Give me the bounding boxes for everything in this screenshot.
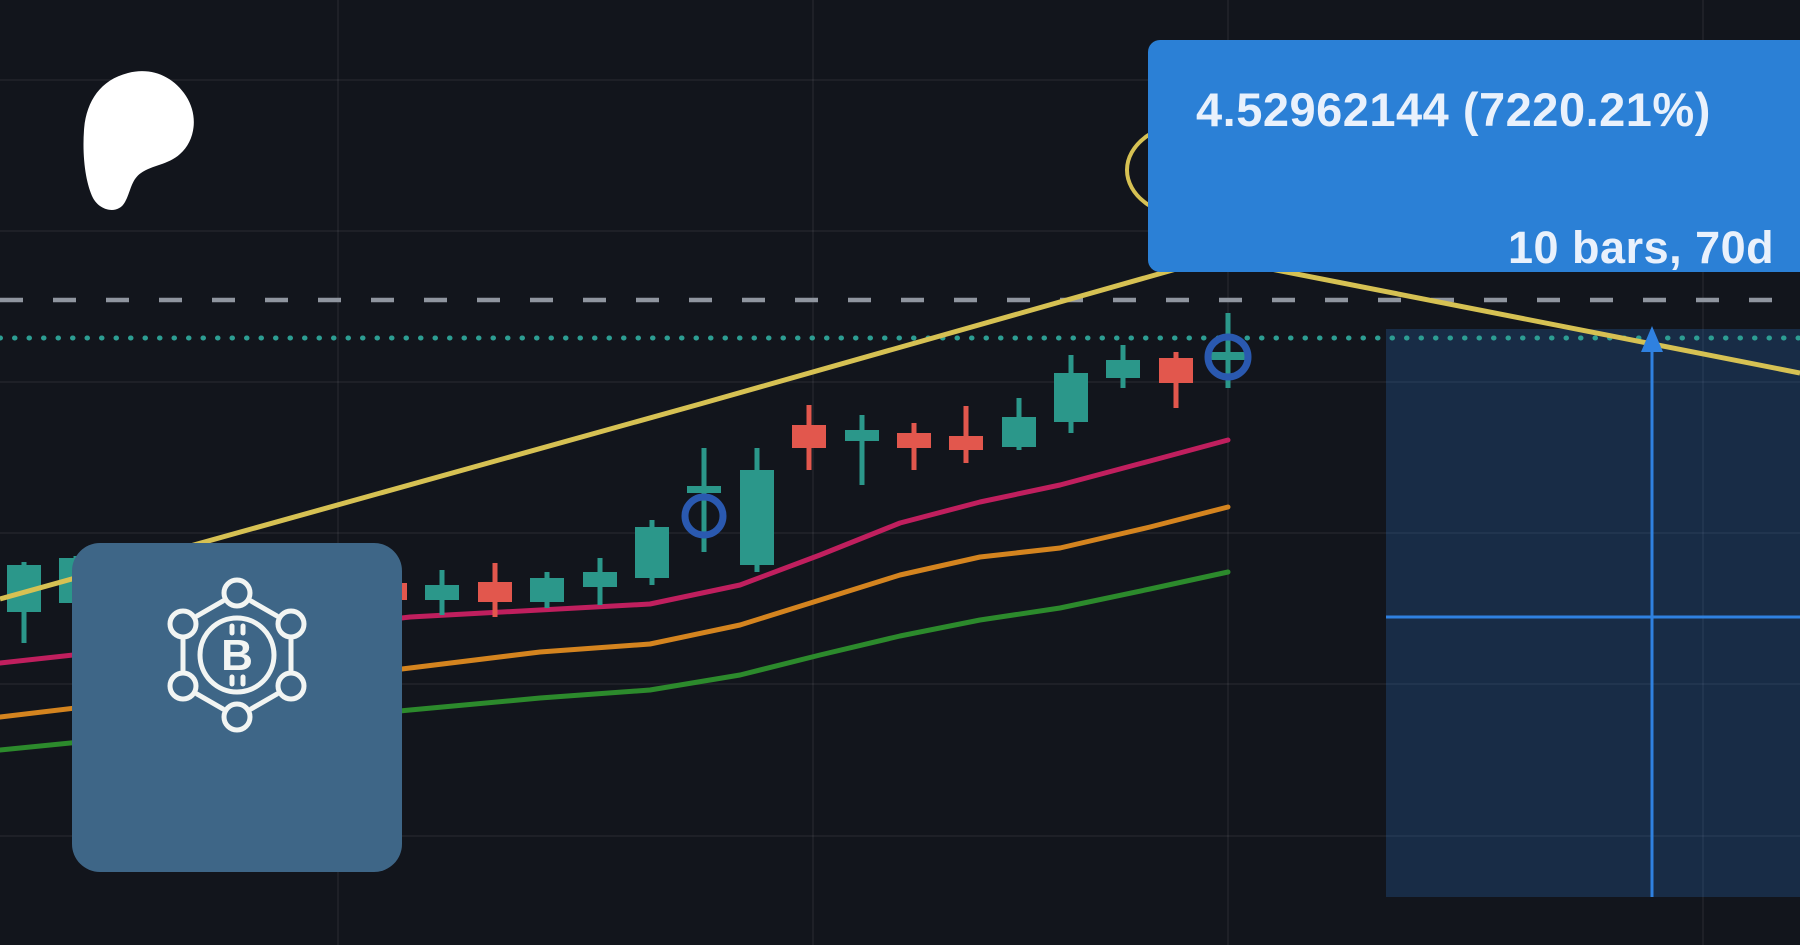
trend-line[interactable] (0, 255, 1800, 602)
candle-body (1106, 360, 1140, 378)
candle-body (1211, 352, 1245, 360)
measure-range: 10 bars, 70d (1508, 222, 1775, 273)
crypto-class-badge: B Crypto Class (72, 543, 402, 872)
signal-ring-marker (681, 493, 727, 539)
candle-body (897, 433, 931, 448)
candle-body (687, 486, 721, 493)
candle-body (949, 436, 983, 450)
measure-arrow-up-icon (1641, 326, 1663, 352)
patreon-logo-icon (83, 71, 194, 210)
candle-body (1054, 373, 1088, 422)
candle-body (583, 572, 617, 587)
candle-body (845, 430, 879, 441)
candle-body (478, 582, 512, 602)
candle-body (1159, 358, 1193, 383)
candle-body (1002, 417, 1036, 447)
bitcoin-network-icon: B (167, 577, 307, 733)
candle-body (530, 578, 564, 602)
measure-value: 4.52962144 (7220.21%) (1196, 83, 1711, 136)
candle-body (635, 527, 669, 578)
measure-tooltip[interactable]: 4.52962144 (7220.21%) 10 bars, 70d (1148, 40, 1800, 273)
candle-body (792, 425, 826, 448)
measure-region[interactable] (1386, 329, 1800, 897)
signal-ring-marker (1204, 333, 1252, 381)
candle-body (425, 585, 459, 600)
candle-body (740, 470, 774, 565)
bitcoin-b-glyph: B (221, 631, 253, 680)
